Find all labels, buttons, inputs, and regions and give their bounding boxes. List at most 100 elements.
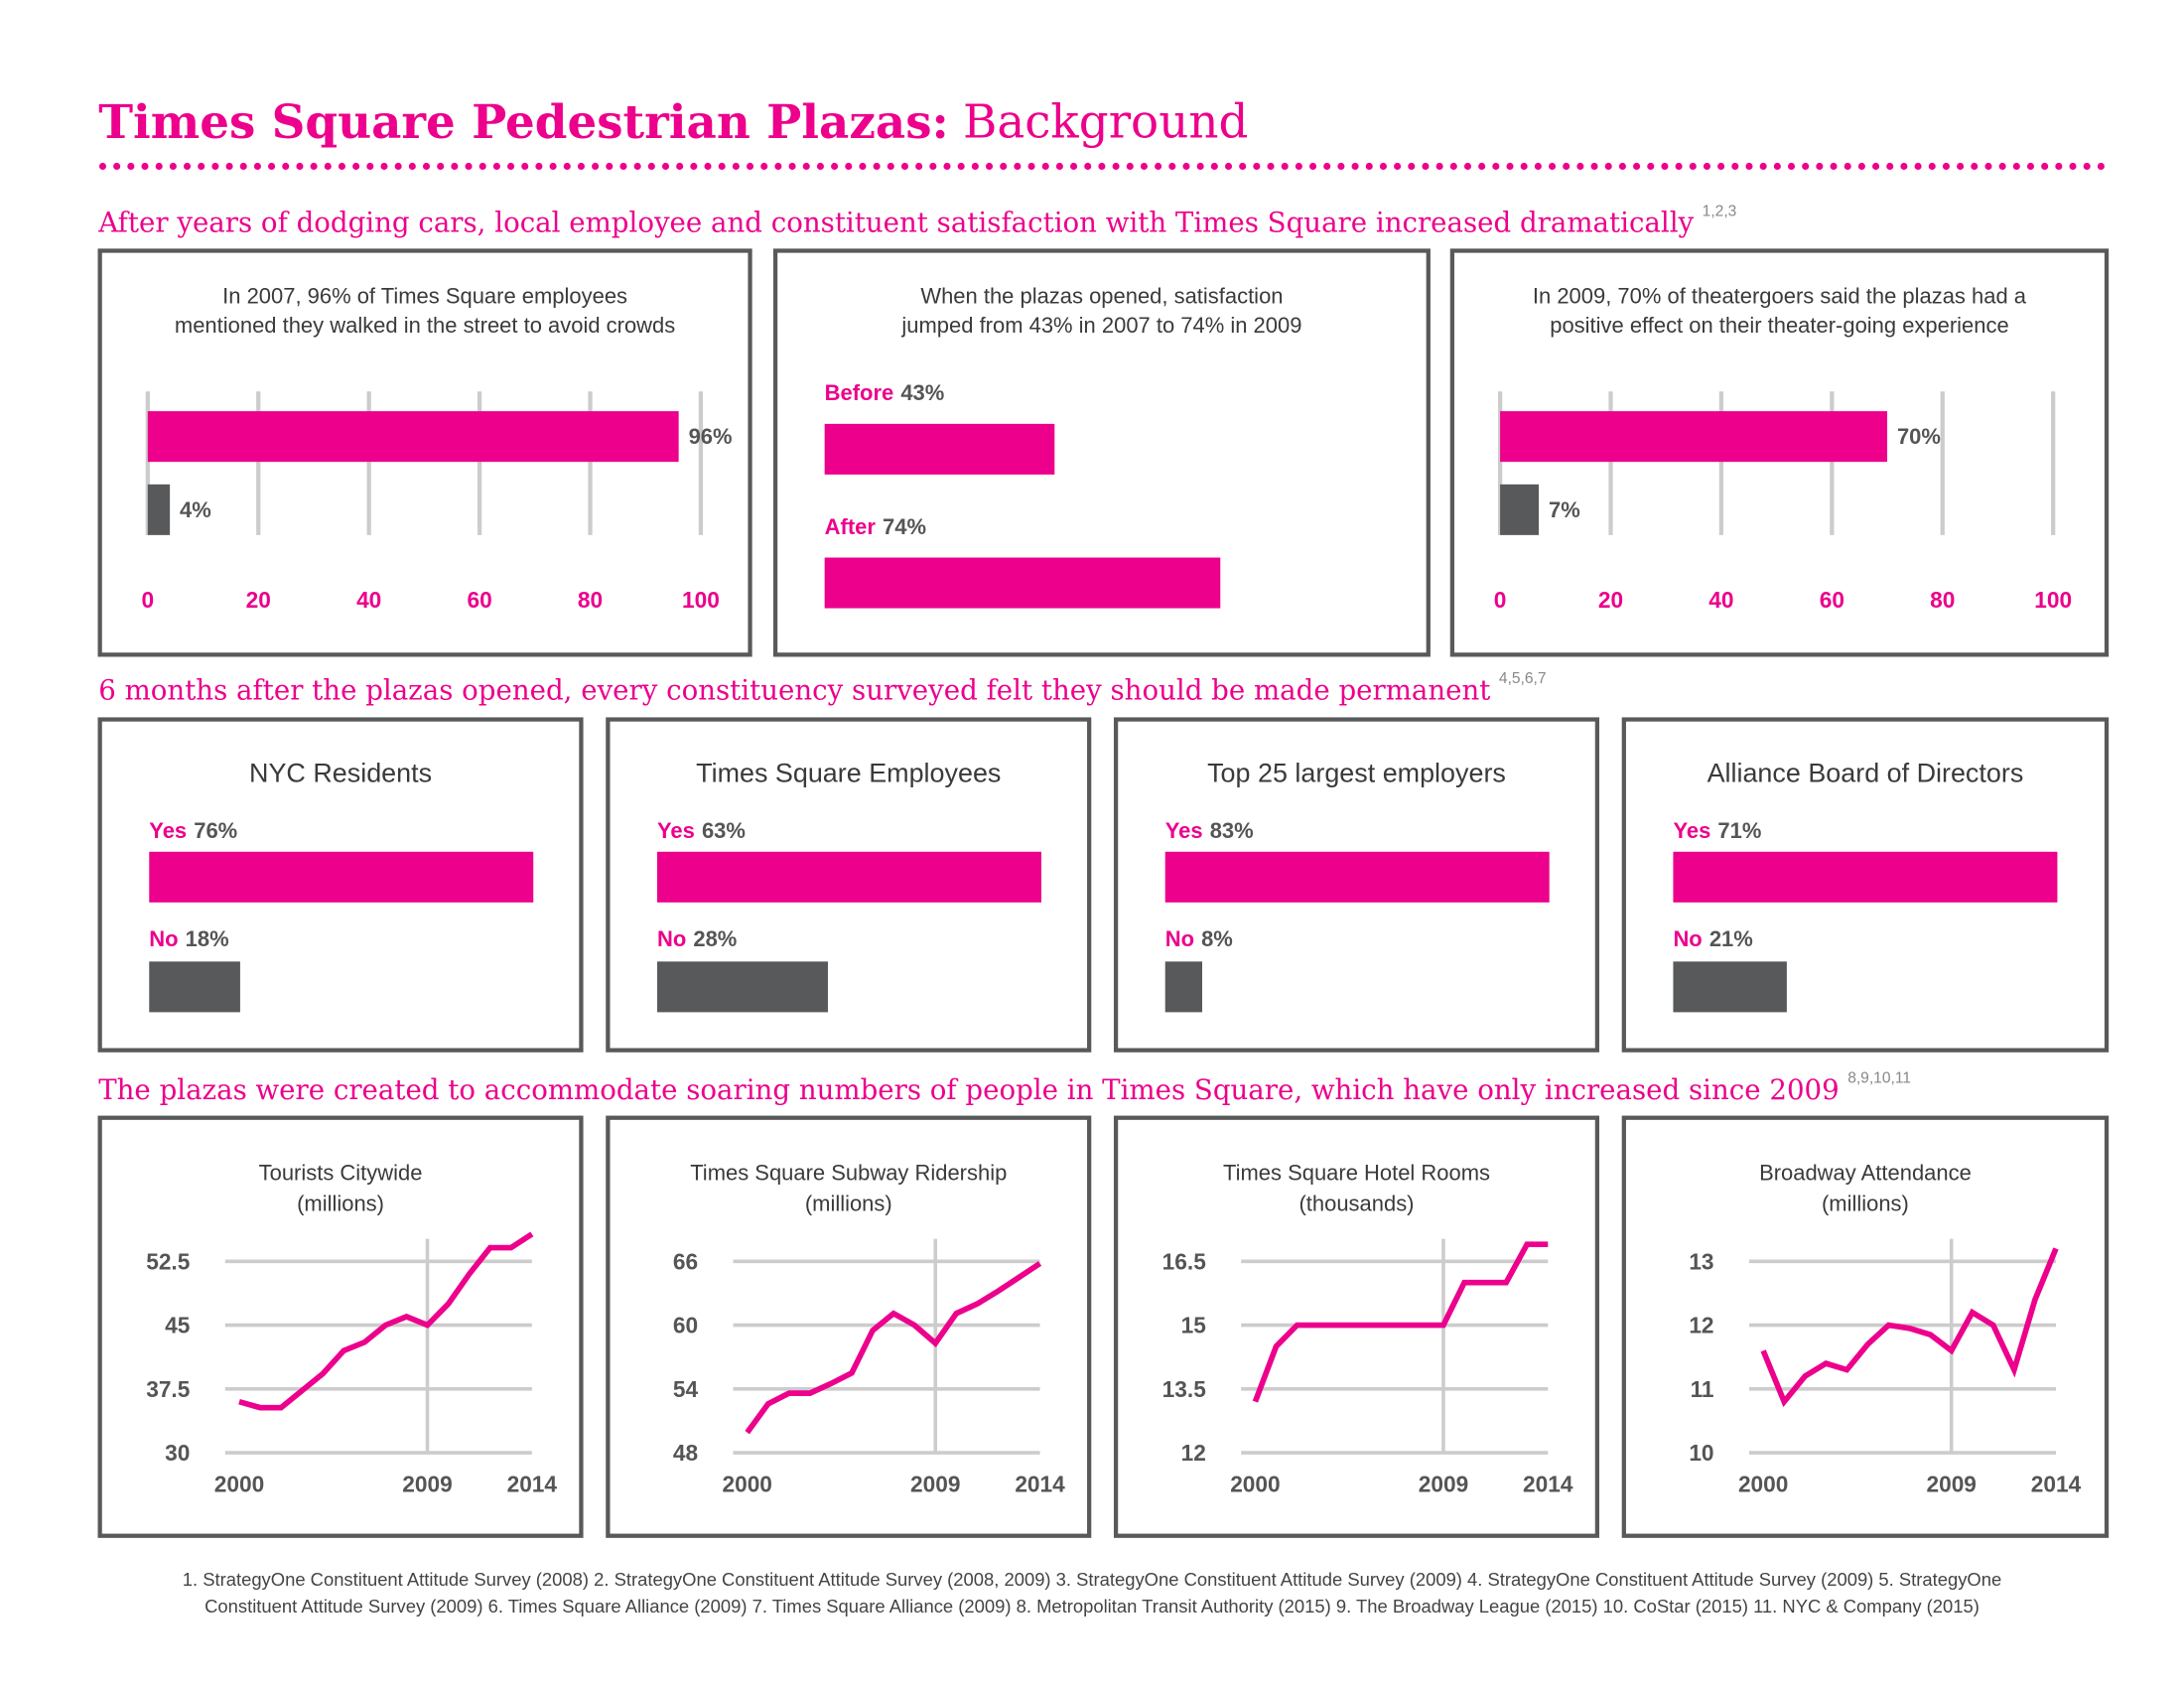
chart-title: (thousands) [1298,1192,1414,1216]
line-chart: Broadway Attendance (millions) 10 11 12 13 200… [1689,1160,2081,1496]
x-tick-label: 2009 [1926,1471,1976,1496]
x-tick-label: 2014 [1523,1471,1573,1496]
footnote: 1. StrategyOne Constituent Attitude Surv… [183,1569,2001,1590]
y-tick-label: 12 [1689,1313,1713,1338]
value-label: 74% [883,514,926,539]
chart-title: Top 25 largest employers [1207,758,1506,787]
value-label: 83% [1210,818,1254,843]
chart-title: When the plazas opened, satisfaction [920,283,1283,308]
x-tick-label: 2014 [1015,1471,1065,1496]
x-tick-label: 2014 [2031,1471,2082,1496]
bar-chart: Times Square Employees Yes 63% No 28% [656,758,1041,1013]
value-label: 8% [1201,926,1233,951]
x-tick-label: 0 [142,587,155,613]
footnote: Constituent Attitude Survey (2009) 6. Ti… [205,1596,1979,1617]
x-tick-label: 2000 [1738,1471,1788,1496]
bar [1500,484,1540,535]
y-tick-label: 10 [1689,1440,1713,1466]
y-tick-label: 60 [673,1313,698,1338]
y-tick-label: 30 [165,1440,190,1466]
section-notes: 8,9,10,11 [1847,1070,1911,1087]
value-label: 28% [693,926,737,951]
y-tick-label: 48 [673,1440,698,1466]
bar [824,557,1221,609]
chart-title: (millions) [805,1192,892,1216]
bar-chart: NYC Residents Yes 76% No 18% [149,758,534,1013]
y-tick-label: 66 [673,1248,698,1274]
line-chart: Times Square Hotel Rooms (thousands) 12 13.… [1162,1160,1573,1496]
value-label: 43% [900,380,944,405]
section-heading: After years of dodging cars, local emplo… [97,207,1694,239]
bar [656,851,1041,903]
chart-title: Times Square Employees [696,758,1001,787]
x-tick-label: 2000 [214,1471,264,1496]
chart-title: jumped from 43% in 2007 to 74% in 2009 [900,313,1301,338]
bar [1164,851,1550,903]
value-label: 70% [1897,424,1941,449]
value-label: 63% [702,818,746,843]
category-label: No [149,926,178,951]
category-label: Before [825,380,894,405]
bar [147,484,171,535]
x-tick-label: 80 [1930,587,1955,613]
line-chart: Times Square Subway Ridership (millions) 4… [673,1160,1065,1496]
bar [1500,411,1888,463]
x-tick-label: 100 [2034,587,2072,613]
y-tick-label: 13.5 [1162,1376,1206,1402]
bar-chart: In 2009, 70% of theatergoers said the pl… [1494,283,2072,613]
chart-title: Times Square Hotel Rooms [1223,1160,1490,1185]
chart-title: (millions) [297,1192,384,1216]
category-label: No [657,926,686,951]
bar-chart: Top 25 largest employers Yes 83% No 8% [1164,758,1550,1013]
value-label: 18% [186,926,229,951]
value-label: 71% [1717,818,1761,843]
x-tick-label: 0 [1494,587,1507,613]
line-chart: Tourists Citywide (millions) 30 37.5 45 52.5 2… [146,1160,557,1496]
page-title-rest: Background [963,96,1248,150]
chart-title: Tourists Citywide [259,1160,423,1185]
data-line [238,1231,534,1411]
y-tick-label: 52.5 [146,1248,190,1274]
x-tick-label: 40 [356,587,381,613]
x-tick-label: 2000 [1230,1471,1280,1496]
bar-chart: In 2007, 96% of Times Square employees me… [142,283,733,613]
chart-title: positive effect on their theater-going e… [1550,313,2008,338]
x-tick-label: 2009 [402,1471,452,1496]
x-tick-label: 2009 [1419,1471,1468,1496]
y-tick-label: 15 [1181,1313,1206,1338]
chart-title: Broadway Attendance [1759,1160,1972,1185]
value-label: 21% [1709,926,1753,951]
section-heading: 6 months after the plazas opened, every … [98,673,1490,706]
category-label: Yes [149,818,187,843]
x-tick-label: 40 [1708,587,1733,613]
chart-title: In 2007, 96% of Times Square employees [222,283,627,308]
chart-title: (millions) [1822,1192,1909,1216]
x-tick-label: 20 [246,587,271,613]
data-line [1760,1247,2059,1408]
x-tick-label: 80 [578,587,603,613]
y-tick-label: 45 [165,1313,190,1338]
data-line [745,1261,1042,1435]
bar-chart: When the plazas opened, satisfaction jump… [824,283,1301,609]
category-label: No [1165,926,1194,951]
y-tick-label: 37.5 [146,1376,190,1402]
x-tick-label: 60 [467,587,491,613]
category-label: Yes [1673,818,1710,843]
bar [1164,961,1203,1013]
y-tick-label: 16.5 [1162,1248,1206,1274]
category-label: No [1673,926,1702,951]
category-label: After [825,514,877,539]
section-notes: 1,2,3 [1703,203,1737,219]
chart-title: Times Square Subway Ridership [690,1160,1007,1185]
chart-title: mentioned they walked in the street to a… [175,313,675,338]
section-notes: 4,5,6,7 [1499,670,1547,687]
section-heading: The plazas were created to accommodate s… [98,1073,1839,1106]
x-tick-label: 100 [682,587,720,613]
value-label: 7% [1549,497,1580,522]
bar [1673,961,1787,1013]
x-tick-label: 20 [1598,587,1623,613]
page-title: Times Square Pedestrian Plazas: [98,95,949,150]
category-label: Yes [657,818,695,843]
